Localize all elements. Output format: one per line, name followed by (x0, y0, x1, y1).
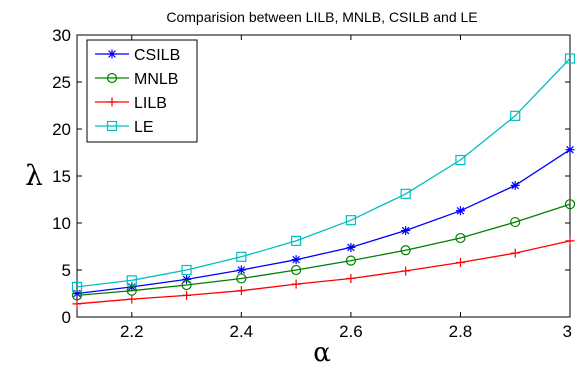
y-axis-label: λ (25, 159, 43, 192)
data-point-star (455, 206, 465, 216)
data-point-plus (401, 266, 411, 276)
x-tick-label: 2.2 (120, 322, 144, 341)
data-point-star (107, 49, 117, 59)
data-point-plus (127, 294, 137, 304)
legend: CSILB MNLB LILB LE (86, 39, 198, 143)
data-point-circle (181, 279, 192, 291)
series-le (71, 53, 575, 293)
series-lilb (72, 236, 575, 309)
data-point-plus (236, 286, 246, 296)
y-tick-label: 20 (52, 120, 71, 139)
data-point-circle (400, 245, 411, 256)
y-tick-label: 15 (52, 167, 71, 186)
data-point-circle (455, 232, 466, 244)
data-point-square (106, 120, 118, 132)
y-tick-label: 30 (52, 26, 71, 45)
data-point-star (346, 242, 356, 252)
data-point-square (400, 188, 411, 199)
data-point-circle (236, 273, 247, 284)
data-point-plus (565, 236, 575, 246)
data-point-plus (455, 257, 465, 267)
data-point-square (345, 215, 356, 226)
data-point-square (236, 251, 247, 262)
y-tick-label: 10 (52, 214, 71, 233)
data-point-square (181, 264, 192, 276)
data-point-circle (106, 72, 118, 84)
legend-box (86, 39, 198, 143)
data-point-plus (72, 299, 82, 309)
data-point-square (291, 235, 302, 246)
data-point-square (71, 281, 83, 293)
series-line (76, 240, 571, 305)
y-tick-label: 25 (52, 73, 71, 92)
series-layer (71, 53, 575, 309)
series-line (76, 58, 571, 288)
data-point-square (126, 275, 137, 286)
data-point-star (565, 145, 575, 155)
data-point-plus (510, 248, 520, 258)
y-tick-label: 5 (62, 261, 71, 280)
data-point-star (182, 274, 192, 284)
data-point-star (510, 180, 520, 190)
data-point-star (401, 226, 411, 236)
legend-label: CSILB (134, 47, 180, 64)
x-tick-label: 2.8 (449, 322, 473, 341)
series-mnlb (71, 199, 575, 301)
data-point-star (291, 255, 301, 265)
data-point-star (236, 265, 246, 275)
data-point-circle (345, 255, 356, 266)
data-point-square (455, 154, 466, 166)
data-point-star (72, 289, 82, 298)
data-point-star (127, 282, 137, 292)
data-point-plus (346, 273, 356, 283)
data-point-plus (291, 279, 301, 289)
x-tick-label: 2.4 (230, 322, 254, 341)
series-line (76, 203, 571, 297)
legend-label: LE (134, 119, 154, 136)
data-point-circle (291, 264, 302, 276)
legend-label: MNLB (134, 71, 178, 88)
data-point-plus (182, 290, 192, 300)
x-tick-label: 2.6 (339, 322, 363, 341)
legend-label: LILB (134, 95, 167, 112)
data-point-circle (510, 216, 521, 228)
x-tick-label: 3 (563, 322, 572, 341)
series-line (76, 149, 571, 295)
x-axis-label: α (313, 338, 331, 365)
data-point-square (510, 110, 521, 121)
y-tick-label: 0 (62, 308, 71, 327)
series-csilb (72, 145, 575, 298)
chart-title: Comparision between LILB, MNLB, CSILB an… (166, 9, 477, 25)
data-point-plus (107, 97, 117, 107)
